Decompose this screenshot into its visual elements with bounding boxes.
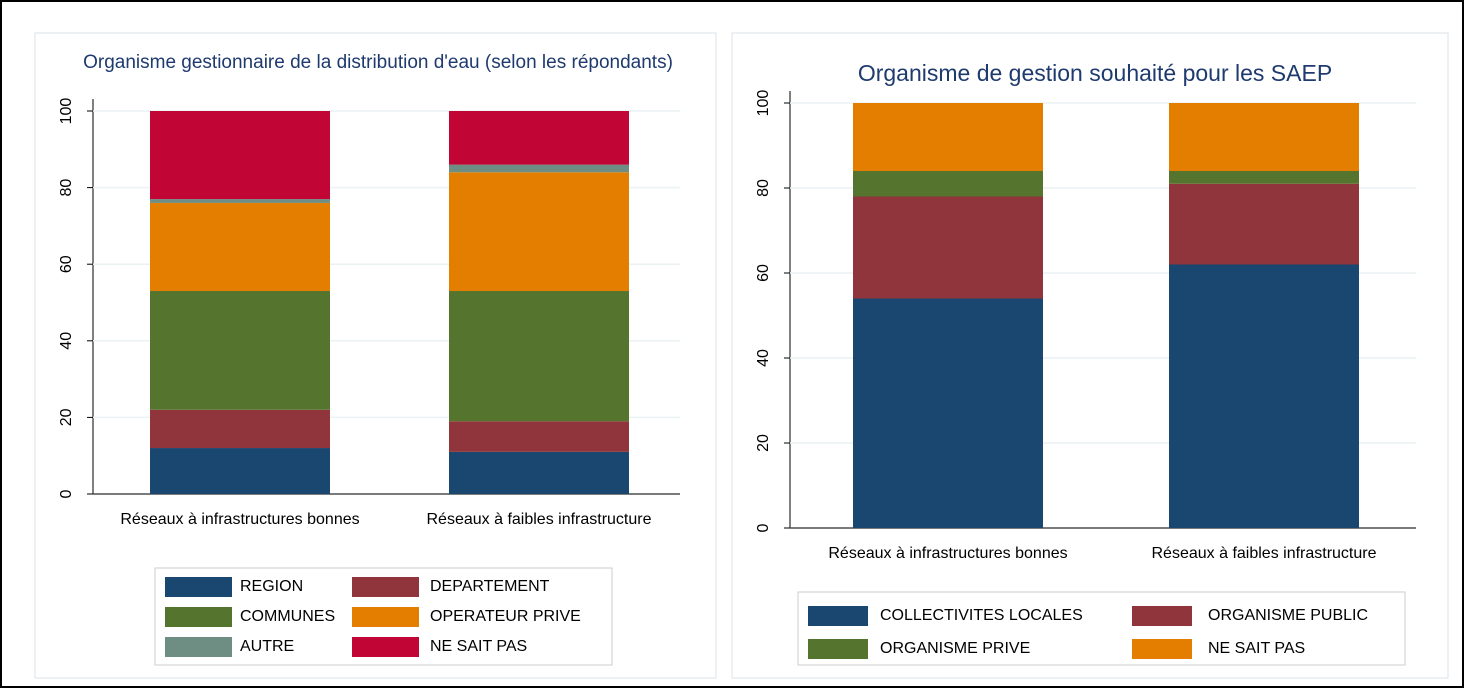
legend-key bbox=[165, 637, 232, 657]
y-tick-label: 0 bbox=[58, 489, 75, 498]
bar-segment bbox=[853, 298, 1043, 528]
bar-segment bbox=[449, 421, 629, 452]
bar-segment bbox=[853, 171, 1043, 197]
legend-label: ORGANISME PUBLIC bbox=[1208, 607, 1368, 624]
bar-segment bbox=[150, 291, 330, 410]
x-tick-label: Réseaux à infrastructures bonnes bbox=[120, 511, 359, 528]
y-tick-label: 100 bbox=[755, 90, 772, 117]
bar-segment bbox=[1169, 171, 1359, 184]
bar-segment bbox=[449, 291, 629, 422]
bar-segment bbox=[449, 172, 629, 292]
legend-label: OPERATEUR PRIVE bbox=[430, 608, 581, 625]
x-tick-label: Réseaux à infrastructures bonnes bbox=[828, 545, 1067, 562]
y-tick-label: 20 bbox=[755, 434, 772, 452]
bar-segment bbox=[150, 202, 330, 292]
bar-segment bbox=[150, 111, 330, 200]
legend-label: ORGANISME PRIVE bbox=[880, 640, 1030, 657]
bar-segment bbox=[853, 103, 1043, 171]
bar-segment bbox=[853, 196, 1043, 299]
bar-segment bbox=[1169, 264, 1359, 528]
y-tick-label: 80 bbox=[58, 179, 75, 197]
y-tick-label: 40 bbox=[755, 349, 772, 367]
y-tick-label: 80 bbox=[755, 179, 772, 197]
legend-key bbox=[808, 606, 868, 626]
legend-label: NE SAIT PAS bbox=[430, 638, 527, 655]
y-tick-label: 40 bbox=[58, 332, 75, 350]
legend-key bbox=[352, 607, 419, 627]
chart-title: Organisme de gestion souhaité pour les S… bbox=[858, 60, 1332, 86]
x-tick-label: Réseaux à faibles infrastructure bbox=[1152, 545, 1377, 562]
bar-segment bbox=[150, 448, 330, 494]
y-tick-label: 60 bbox=[755, 264, 772, 282]
bar-segment bbox=[150, 409, 330, 449]
bar-segment bbox=[150, 199, 330, 203]
legend-key bbox=[1132, 606, 1192, 626]
y-tick-label: 0 bbox=[755, 523, 772, 532]
legend-key bbox=[352, 637, 419, 657]
legend-label: COLLECTIVITES LOCALES bbox=[880, 607, 1083, 624]
legend-label: AUTRE bbox=[240, 638, 294, 655]
bar-segment bbox=[449, 164, 629, 173]
y-tick-label: 20 bbox=[58, 408, 75, 426]
legend-label: COMMUNES bbox=[240, 608, 335, 625]
bar-segment bbox=[449, 111, 629, 165]
bar-segment bbox=[449, 451, 629, 494]
legend-key bbox=[165, 577, 232, 597]
legend-label: NE SAIT PAS bbox=[1208, 640, 1305, 657]
legend-key bbox=[808, 639, 868, 659]
bar-segment bbox=[1169, 103, 1359, 171]
legend-label: DEPARTEMENT bbox=[430, 578, 550, 595]
legend-key bbox=[1132, 639, 1192, 659]
y-tick-label: 100 bbox=[58, 98, 75, 125]
y-tick-label: 60 bbox=[58, 255, 75, 273]
bar-segment bbox=[1169, 183, 1359, 265]
legend bbox=[797, 591, 1406, 666]
chart-title: Organisme gestionnaire de la distributio… bbox=[83, 52, 673, 73]
legend-key bbox=[352, 577, 419, 597]
legend-label: REGION bbox=[240, 578, 303, 595]
legend-key bbox=[165, 607, 232, 627]
x-tick-label: Réseaux à faibles infrastructure bbox=[427, 511, 652, 528]
